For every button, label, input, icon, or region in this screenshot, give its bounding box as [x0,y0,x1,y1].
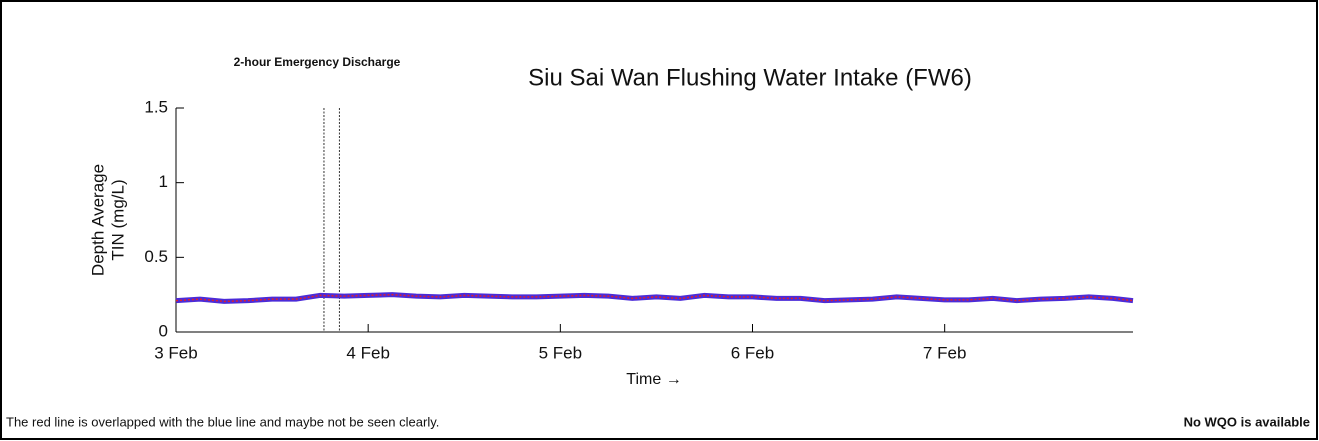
x-tick-label: 3 Feb [154,343,197,362]
x-tick-label: 7 Feb [923,343,966,362]
y-axis-label: TIN (mg/L) [108,179,127,260]
y-axis-label: Depth Average [88,164,107,276]
annotation: 2-hour Emergency Discharge [234,55,401,69]
footnote: The red line is overlapped with the blue… [6,414,439,429]
y-tick-label: 1 [159,172,168,191]
y-tick-label: 0 [159,321,168,340]
y-tick-label: 0.5 [144,247,168,266]
chart-title: Siu Sai Wan Flushing Water Intake (FW6) [528,64,972,91]
wqo-note: No WQO is available [1184,414,1310,429]
x-axis-label: Time → [626,371,681,388]
data-line [175,293,1134,303]
y-tick-label: 1.5 [144,97,168,116]
x-tick-label: 4 Feb [346,343,389,362]
x-tick-label: 6 Feb [731,343,774,362]
x-tick-label: 5 Feb [539,343,582,362]
